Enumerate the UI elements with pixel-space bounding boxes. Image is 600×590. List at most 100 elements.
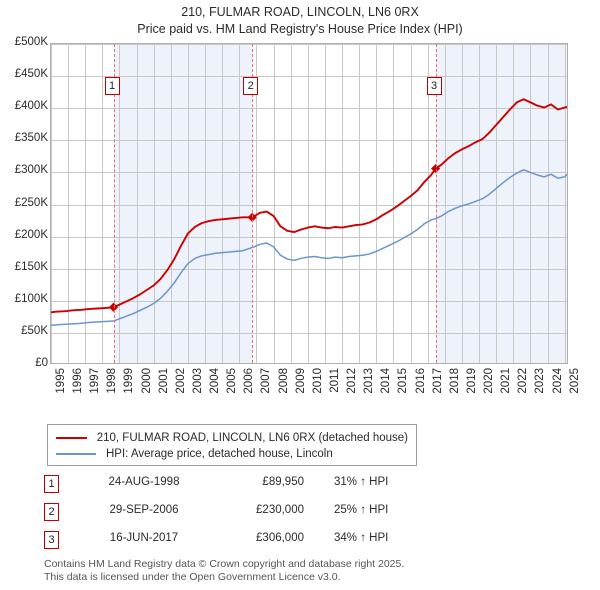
gridline-vertical — [188, 44, 189, 363]
event-line-2 — [252, 44, 254, 363]
gridline-vertical — [137, 44, 138, 363]
gridline-vertical — [154, 44, 155, 363]
footer-line-1: Contains HM Land Registry data © Crown c… — [44, 558, 405, 570]
gridline-vertical — [496, 44, 497, 363]
x-tick-label: 2000 — [140, 368, 153, 394]
transaction-date: 16-JUN-2017 — [109, 532, 179, 544]
legend-swatch — [56, 437, 87, 439]
x-tick-label: 2010 — [311, 368, 324, 394]
gridline-vertical — [102, 44, 103, 363]
gridline-vertical — [445, 44, 446, 363]
x-tick-label: 1998 — [106, 368, 119, 394]
table-row: 1 24-AUG-1998 £89,950 31% ↑ HPI — [44, 473, 464, 501]
x-tick-label: 1997 — [89, 368, 102, 394]
x-tick-label: 2021 — [500, 368, 513, 394]
event-line-3 — [435, 44, 437, 363]
gridline-vertical — [85, 44, 86, 363]
x-tick-label: 2019 — [465, 368, 478, 394]
footer-line-2: This data is licensed under the Open Gov… — [44, 570, 341, 583]
transaction-hpi-delta: 34% ↑ HPI — [334, 532, 389, 544]
x-tick-label: 2012 — [346, 368, 359, 394]
transaction-price: £230,000 — [256, 504, 304, 516]
x-tick-label: 2018 — [448, 368, 461, 394]
gridline-vertical — [462, 44, 463, 363]
event-label-box-3[interactable]: 3 — [426, 77, 442, 95]
gridline-vertical — [411, 44, 412, 363]
gridline-horizontal — [51, 333, 567, 334]
gridline-horizontal — [51, 44, 567, 45]
transaction-price: £306,000 — [256, 532, 304, 544]
x-tick-label: 2008 — [277, 368, 290, 394]
chart-subtitle: Price paid vs. HM Land Registry's House … — [137, 22, 463, 36]
chart-title: 210, FULMAR ROAD, LINCOLN, LN6 0RX — [181, 5, 419, 19]
legend-swatch — [56, 453, 96, 455]
gridline-vertical — [119, 44, 120, 363]
transaction-index-badge: 2 — [44, 503, 59, 521]
gridline-vertical — [479, 44, 480, 363]
gridline-horizontal — [51, 205, 567, 206]
y-tick-label: £100K — [14, 292, 48, 305]
transaction-index-badge: 3 — [44, 531, 59, 549]
x-tick-label: 2004 — [209, 368, 222, 394]
gridline-vertical — [565, 44, 566, 363]
gridline-vertical — [68, 44, 69, 363]
gridline-vertical — [256, 44, 257, 363]
x-tick-label: 2023 — [534, 368, 547, 394]
x-tick-label: 2011 — [328, 368, 341, 393]
gridline-vertical — [308, 44, 309, 363]
transaction-date: 29-SEP-2006 — [109, 504, 179, 516]
x-axis-labels: 1995 1996 1997 1998 1999 2000 2001 2002 2003 2004… — [50, 368, 581, 426]
series-hpi — [51, 169, 567, 326]
x-tick-label: 2013 — [363, 368, 376, 394]
event-line-1 — [113, 44, 115, 363]
x-tick-label: 2002 — [174, 368, 187, 394]
y-axis-labels: £0 £50K £100K £150K £200K £250K £300K £350K £400… — [0, 0, 48, 400]
event-label-box-2[interactable]: 2 — [243, 77, 259, 95]
ownership-band-2 — [435, 44, 567, 363]
gridline-vertical — [359, 44, 360, 363]
gridline-horizontal — [51, 108, 567, 109]
y-tick-label: £50K — [21, 324, 48, 337]
transactions-table: 1 24-AUG-1998 £89,950 31% ↑ HPI 2 29-SEP-2006… — [44, 473, 464, 557]
x-tick-label: 2003 — [191, 368, 204, 394]
y-tick-label: £450K — [14, 68, 48, 81]
x-tick-label: 2022 — [517, 368, 530, 394]
event-label-box-1[interactable]: 1 — [104, 77, 120, 95]
x-tick-label: 2017 — [431, 368, 444, 394]
x-tick-label: 1996 — [72, 368, 85, 394]
gridline-vertical — [548, 44, 549, 363]
gridline-vertical — [376, 44, 377, 363]
x-tick-label: 2006 — [243, 368, 256, 394]
legend-item-2: HPI: Average price, detached house, Linc… — [56, 446, 408, 462]
x-tick-label: 2001 — [157, 368, 170, 394]
gridline-vertical — [291, 44, 292, 363]
x-tick-label: 2005 — [226, 368, 239, 394]
y-tick-label: £200K — [14, 228, 48, 241]
transaction-date: 24-AUG-1998 — [108, 476, 180, 488]
x-tick-label: 2025 — [568, 368, 581, 394]
x-tick-label: 1999 — [123, 368, 136, 394]
series-price-paid — [51, 98, 567, 314]
legend-label: 210, FULMAR ROAD, LINCOLN, LN6 0RX (deta… — [96, 432, 408, 444]
gridline-vertical — [222, 44, 223, 363]
x-tick-label: 2020 — [483, 368, 496, 394]
gridline-vertical — [325, 44, 326, 363]
x-tick-label: 2014 — [380, 368, 393, 394]
legend-item-1: 210, FULMAR ROAD, LINCOLN, LN6 0RX (deta… — [56, 430, 408, 446]
x-tick-label: 1995 — [55, 368, 67, 394]
transaction-price: £89,950 — [262, 476, 304, 488]
x-tick-label: 2016 — [414, 368, 427, 394]
gridline-horizontal — [51, 269, 567, 270]
y-tick-label: £400K — [14, 100, 48, 113]
gridline-vertical — [51, 44, 52, 363]
table-row: 2 29-SEP-2006 £230,000 25% ↑ HPI — [44, 501, 464, 529]
y-tick-label: £300K — [14, 164, 48, 177]
y-tick-label: £0 — [35, 357, 48, 369]
chart-legend: 210, FULMAR ROAD, LINCOLN, LN6 0RX (deta… — [47, 424, 417, 466]
gridline-vertical — [274, 44, 275, 363]
gridline-vertical — [393, 44, 394, 363]
chart-series-lines — [51, 98, 567, 326]
y-tick-label: £150K — [14, 260, 48, 273]
table-row: 3 16-JUN-2017 £306,000 34% ↑ HPI — [44, 529, 464, 557]
